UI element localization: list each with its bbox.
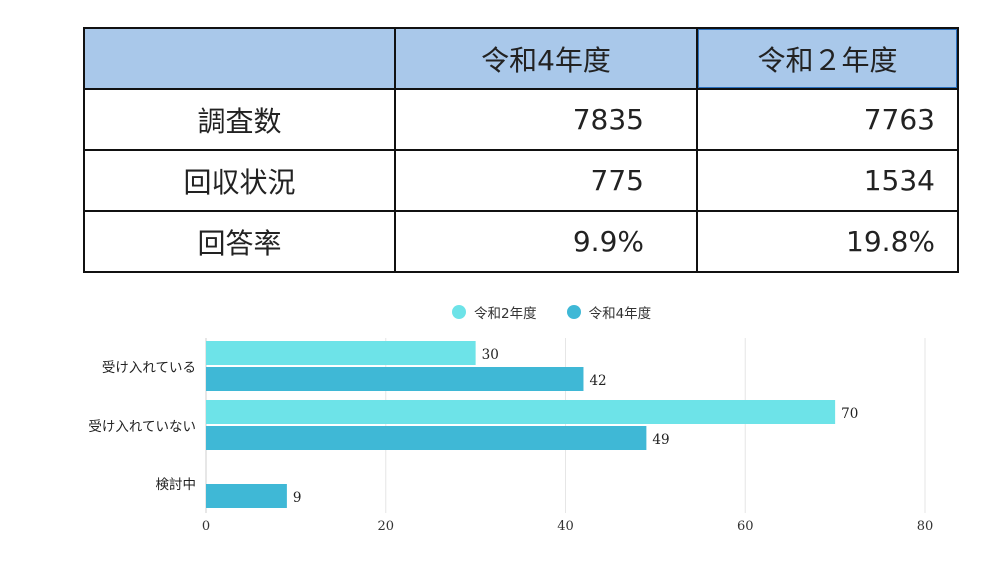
cell-r4: 775	[394, 149, 698, 212]
x-tick-label: 0	[202, 519, 210, 534]
cell-r4: 9.9%	[394, 210, 698, 273]
data-label: 9	[293, 490, 302, 506]
header-r4: 令和4年度	[394, 27, 698, 90]
data-label: 70	[841, 406, 858, 422]
cell-r2: 7763	[696, 88, 959, 151]
data-label: 30	[482, 347, 499, 363]
x-tick-label: 60	[737, 519, 754, 534]
bar-r4	[206, 484, 287, 508]
category-label: 受け入れていない	[88, 419, 196, 435]
legend-item-r2[interactable]: 令和2年度	[452, 302, 537, 322]
table-row: 回収状況 775 1534	[83, 149, 959, 212]
row-label: 回収状況	[83, 149, 396, 212]
legend-dot-r4	[566, 305, 581, 319]
chart-legend: 令和2年度 令和4年度	[452, 302, 651, 322]
x-tick-label: 20	[377, 519, 394, 534]
table-header-row: 令和4年度 令和２年度	[83, 27, 959, 90]
table-row: 回答率 9.9% 19.8%	[83, 210, 959, 273]
x-tick-label: 80	[917, 519, 934, 534]
survey-table: 令和4年度 令和２年度 調査数 7835 7763 回収状況 775 1534 …	[83, 27, 959, 273]
header-r2: 令和２年度	[696, 27, 959, 90]
data-label: 42	[589, 373, 606, 389]
header-empty-cell	[83, 27, 396, 90]
cell-r4: 7835	[394, 88, 698, 151]
category-label: 受け入れている	[102, 360, 196, 376]
x-tick-label: 40	[557, 519, 574, 534]
table-row: 調査数 7835 7763	[83, 88, 959, 151]
bar-r2	[206, 341, 476, 365]
bar-r4	[206, 367, 584, 391]
bar-r4	[206, 426, 647, 450]
row-label: 調査数	[83, 88, 396, 151]
bar-r2	[206, 400, 836, 424]
category-label: 検討中	[156, 477, 197, 493]
data-label: 49	[652, 432, 669, 448]
legend-label-r4: 令和4年度	[588, 306, 652, 322]
legend-item-r4[interactable]: 令和4年度	[566, 302, 652, 322]
legend-label-r2: 令和2年度	[474, 306, 537, 322]
legend-dot-r2	[452, 305, 466, 319]
row-label: 回答率	[83, 210, 396, 273]
cell-r2: 1534	[696, 149, 959, 212]
cell-r2: 19.8%	[696, 210, 959, 273]
